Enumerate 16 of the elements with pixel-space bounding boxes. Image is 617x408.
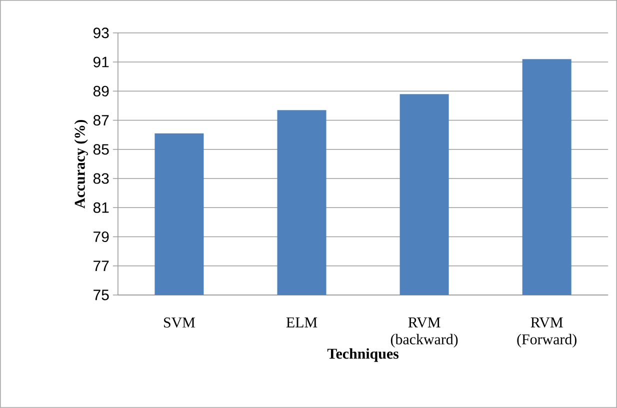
y-tick-label: 81 — [93, 202, 109, 213]
x-axis-title: Techniques — [327, 348, 399, 362]
x-tick-label: SVM — [164, 318, 195, 328]
y-tick-label: 75 — [94, 290, 109, 300]
y-tick-label: 87 — [93, 115, 109, 126]
y-tick-label: 77 — [94, 260, 109, 272]
x-tick-label: RVM (Forward) — [517, 318, 576, 348]
y-tick-label: 79 — [94, 231, 109, 242]
y-tick-label: 83 — [93, 173, 109, 184]
x-tick-label: ELM — [286, 318, 318, 328]
y-tick-label: 85 — [93, 144, 109, 155]
x-tick-label: RVM (backward) — [390, 318, 458, 348]
y-axis-title: Accuracy (%) — [74, 120, 88, 208]
y-tick-label: 93 — [93, 28, 109, 38]
y-tick-label: 91 — [93, 56, 109, 68]
y-tick-label: 89 — [93, 86, 109, 96]
